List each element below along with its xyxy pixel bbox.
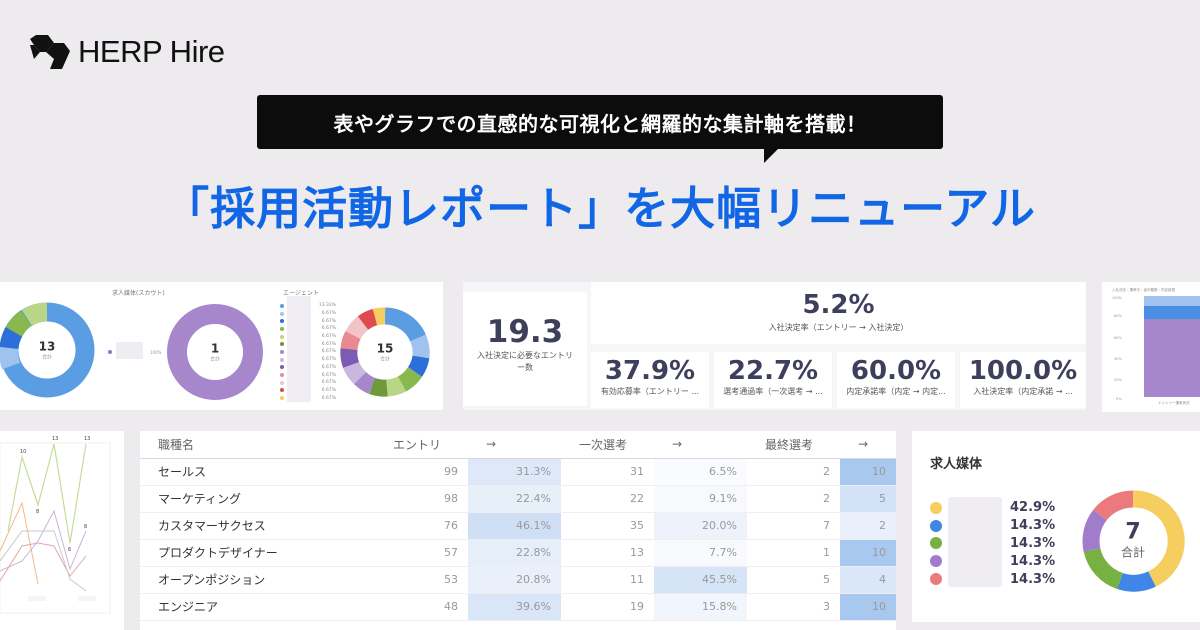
legend-redacted	[948, 497, 1002, 587]
kpi-item-3: 100.0% 入社決定率（内定承諾 → ...	[960, 352, 1086, 408]
svg-text:100%: 100%	[150, 350, 162, 355]
table-row[interactable]: マーケティング 98 22.4% 22 9.1% 2 5	[140, 485, 896, 513]
legend-redacted	[287, 296, 311, 402]
media-donut	[1082, 490, 1185, 592]
donut-chart-1	[0, 302, 95, 398]
donut-chart-3	[340, 307, 430, 397]
table-row[interactable]: セールス 99 31.3% 31 6.5% 2 10	[140, 458, 896, 486]
svg-text:100%: 100%	[1112, 296, 1123, 300]
chart2-title: 求人媒体(スカウト)	[112, 289, 165, 297]
table-row[interactable]: プロダクトデザイナー 57 22.8% 13 7.7% 1 10	[140, 539, 896, 567]
table-row[interactable]: エンジニア 48 39.6% 19 15.8% 3 10	[140, 593, 896, 621]
table-row[interactable]: カスタマーサクセス 76 46.1% 35 20.0% 7 2	[140, 512, 896, 540]
brand-logo: HERP Hire	[30, 34, 225, 70]
donut3-center: 15 合計	[376, 341, 394, 363]
svg-text:13: 13	[84, 436, 90, 442]
svg-text:20%: 20%	[1114, 378, 1122, 382]
media-legend: 42.9% 14.3% 14.3% 14.3% 14.3%	[930, 499, 1055, 588]
svg-text:13: 13	[52, 436, 58, 442]
media-panel: 求人媒体 42.9% 14.3% 14.3% 14.3% 14.3% 7 合計	[912, 431, 1200, 622]
donut-charts: 求人媒体(スカウト) 100% エージェント	[0, 289, 430, 400]
table-row[interactable]: オープンポジション 53 20.8% 11 45.5% 5 4	[140, 566, 896, 594]
svg-text:エントリー選考状況: エントリー選考状況	[1158, 400, 1190, 405]
line-chart-svg: 10 13 13 8 6 8	[0, 436, 111, 614]
brand-name: HERP Hire	[78, 34, 225, 69]
page-headline: 「採用活動レポート」を大幅リニューアル	[164, 182, 1036, 235]
donut2-center: 1 合計	[209, 341, 221, 363]
svg-text:40%: 40%	[1114, 357, 1122, 361]
svg-text:8: 8	[36, 509, 39, 515]
svg-text:入社決定・選考中・途中離脱・内定辞退: 入社決定・選考中・途中離脱・内定辞退	[1112, 287, 1175, 292]
kpi-item-0: 37.9% 有効応募率（エントリー ...	[591, 352, 709, 408]
kpi-item-1: 22.7% 選考通過率（一次選考 → ...	[714, 352, 832, 408]
kpi-item-2: 60.0% 内定承諾率（内定 → 内定...	[837, 352, 955, 408]
bubble-text: 表やグラフでの直感的な可視化と網羅的な集計軸を搭載！	[333, 111, 867, 136]
stacked-bar-chart: 入社決定・選考中・途中離脱・内定辞退 100% 80% 60% 40% 20% 0% エ…	[1102, 282, 1200, 412]
svg-text:10: 10	[20, 449, 26, 455]
svg-text:6: 6	[68, 547, 71, 553]
svg-text:80%: 80%	[1114, 314, 1122, 318]
announcement-bubble: 表やグラフでの直感的な可視化と網羅的な集計軸を搭載！	[257, 95, 943, 163]
table-header-row: 職種名 エントリ → 一次選考 → 最終選考 →	[140, 431, 896, 459]
media-title: 求人媒体	[930, 457, 983, 472]
svg-text:エージェント: エージェント	[283, 290, 319, 297]
svg-text:8: 8	[84, 524, 87, 530]
media-donut-center: 7 合計	[1120, 519, 1146, 560]
donut1-center: 13 合計	[38, 339, 56, 361]
stacked-bar-svg: 入社決定・選考中・途中離脱・内定辞退 100% 80% 60% 40% 20% 0% エ…	[1112, 287, 1200, 405]
donut-chart-2	[167, 304, 263, 400]
line-chart: 10 13 13 8 6 8	[0, 431, 124, 630]
kpi-top: 5.2% 入社決定率（エントリー → 入社決定）	[591, 282, 1086, 344]
agent-legend: 13.33% 6.67% 6.67% 6.67% 6.67% 6.67% 6.6…	[280, 302, 336, 402]
donut-panel: 求人媒体(スカウト) 100% エージェント 13 合計	[0, 282, 443, 410]
svg-text:0%: 0%	[1116, 397, 1122, 401]
kpi-main: 19.3 入社決定に必要なエントリ ー数	[463, 292, 587, 406]
kpi-panel: 19.3 入社決定に必要なエントリ ー数 5.2% 入社決定率（エントリー → …	[463, 282, 1086, 410]
herp-logo-icon	[30, 35, 70, 69]
svg-text:60%: 60%	[1114, 336, 1122, 340]
funnel-table: 職種名 エントリ → 一次選考 → 最終選考 → セールス 99 31.3% 3…	[140, 431, 896, 630]
